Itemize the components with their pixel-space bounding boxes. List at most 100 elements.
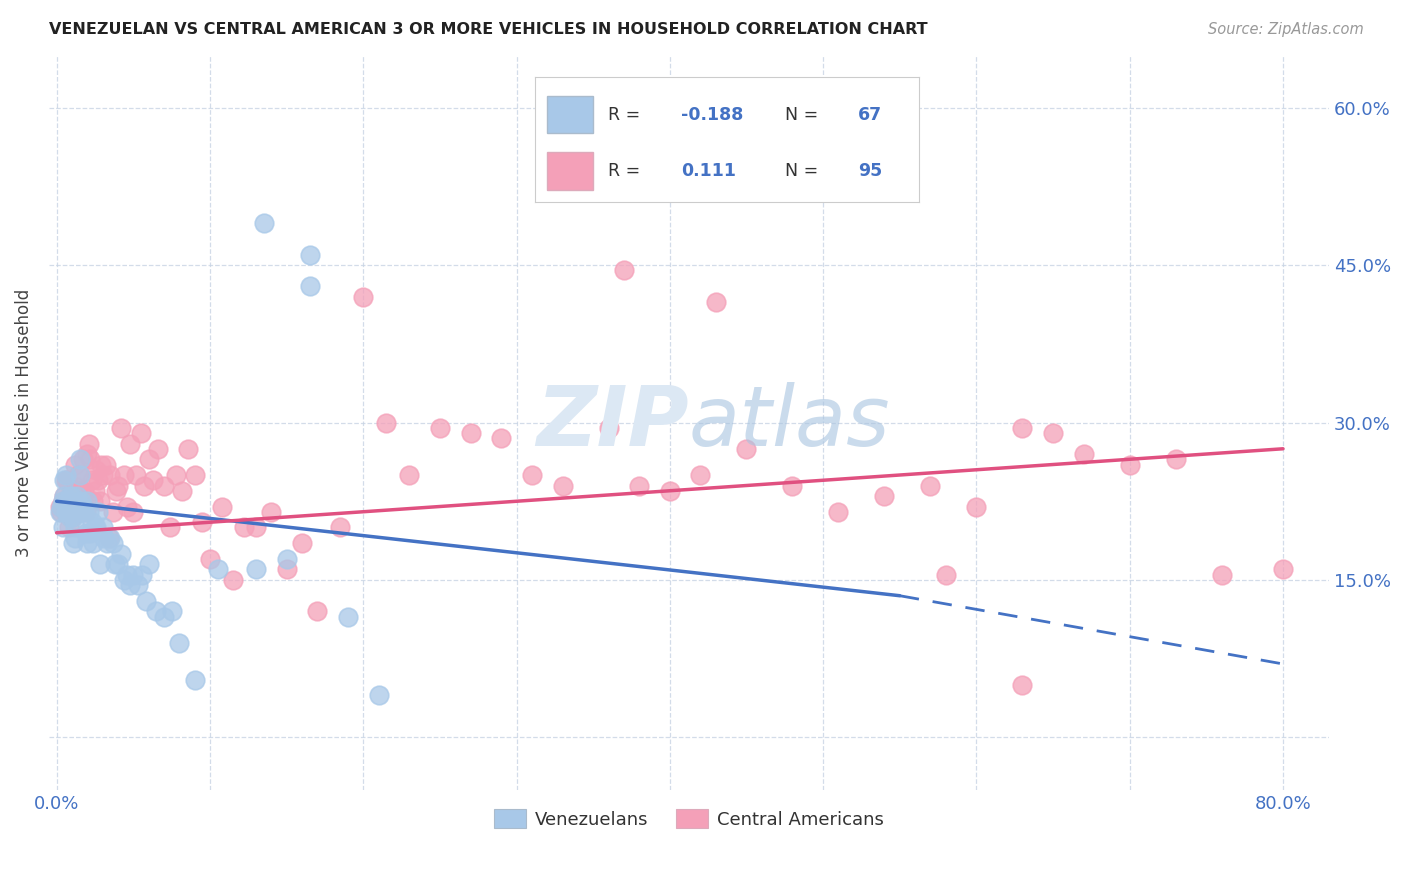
Point: [460, 425, 482, 440]
Point: [62, 510, 84, 524]
Point: [122, 505, 145, 519]
Point: [1119, 458, 1142, 472]
Point: [97, 531, 120, 545]
Point: [245, 562, 267, 576]
Point: [129, 425, 152, 440]
Point: [142, 473, 165, 487]
Point: [55, 473, 77, 487]
Point: [87, 505, 110, 519]
Point: [52, 494, 75, 508]
Point: [60, 494, 83, 508]
Text: VENEZUELAN VS CENTRAL AMERICAN 3 OR MORE VEHICLES IN HOUSEHOLD CORRELATION CHART: VENEZUELAN VS CENTRAL AMERICAN 3 OR MORE…: [49, 22, 928, 37]
Point: [375, 416, 398, 430]
Point: [232, 520, 254, 534]
Point: [87, 473, 110, 487]
Point: [86, 463, 108, 477]
Point: [77, 436, 100, 450]
Point: [82, 536, 104, 550]
Point: [120, 436, 142, 450]
Point: [75, 505, 97, 519]
Point: [1011, 678, 1033, 692]
Point: [70, 483, 93, 498]
Point: [132, 478, 155, 492]
Point: [1011, 421, 1033, 435]
Point: [52, 494, 75, 508]
Point: [53, 473, 76, 487]
Point: [222, 573, 245, 587]
Point: [104, 558, 127, 572]
Point: [965, 500, 987, 514]
Point: [169, 636, 191, 650]
Point: [367, 689, 389, 703]
Point: [689, 468, 711, 483]
Point: [276, 562, 298, 576]
Point: [551, 478, 574, 492]
Point: [70, 494, 93, 508]
Point: [91, 468, 114, 483]
Point: [94, 458, 117, 472]
Point: [72, 452, 94, 467]
Point: [1272, 562, 1295, 576]
Point: [58, 520, 80, 534]
Point: [146, 442, 169, 456]
Point: [252, 216, 274, 230]
Point: [107, 478, 129, 492]
Point: [127, 578, 149, 592]
Point: [62, 505, 84, 519]
Legend: Venezuelans, Central Americans: Venezuelans, Central Americans: [486, 802, 891, 836]
Point: [98, 468, 121, 483]
Point: [138, 452, 160, 467]
Point: [125, 468, 148, 483]
Point: [56, 494, 79, 508]
Point: [352, 289, 374, 303]
Point: [276, 552, 298, 566]
Point: [735, 442, 758, 456]
Point: [84, 483, 107, 498]
Point: [63, 458, 86, 472]
Point: [55, 505, 77, 519]
Point: [107, 558, 129, 572]
Point: [84, 520, 107, 534]
Point: [67, 505, 90, 519]
Point: [1073, 447, 1095, 461]
Point: [67, 468, 90, 483]
Point: [59, 510, 82, 524]
Point: [429, 421, 451, 435]
Point: [1211, 567, 1233, 582]
Point: [75, 525, 97, 540]
Point: [98, 531, 121, 545]
Point: [120, 578, 142, 592]
Point: [145, 605, 167, 619]
Point: [77, 505, 100, 519]
Point: [60, 510, 83, 524]
Point: [298, 247, 321, 261]
Y-axis label: 3 or more Vehicles in Household: 3 or more Vehicles in Household: [15, 288, 32, 557]
Point: [48, 505, 70, 519]
Point: [112, 468, 135, 483]
Point: [307, 605, 329, 619]
Point: [62, 536, 84, 550]
Point: [873, 489, 896, 503]
Point: [935, 567, 957, 582]
Point: [67, 489, 90, 503]
Point: [260, 505, 283, 519]
Point: [58, 505, 80, 519]
Point: [96, 536, 118, 550]
Point: [76, 494, 98, 508]
Point: [103, 505, 125, 519]
Point: [110, 547, 132, 561]
Point: [520, 468, 543, 483]
Point: [131, 567, 153, 582]
Point: [89, 494, 111, 508]
Text: Source: ZipAtlas.com: Source: ZipAtlas.com: [1208, 22, 1364, 37]
Point: [82, 494, 104, 508]
Point: [1164, 452, 1187, 467]
Point: [183, 468, 205, 483]
Point: [63, 520, 86, 534]
Point: [65, 489, 87, 503]
Point: [90, 458, 112, 472]
Point: [76, 536, 98, 550]
Point: [51, 500, 73, 514]
Point: [69, 452, 91, 467]
Point: [60, 489, 83, 503]
